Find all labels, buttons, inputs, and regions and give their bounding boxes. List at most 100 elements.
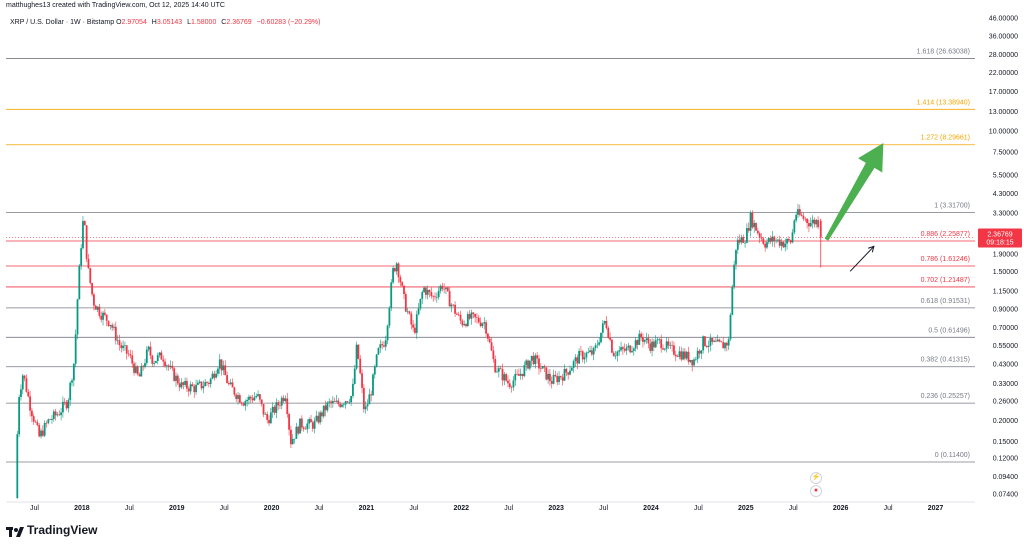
- candle-body: [412, 324, 415, 328]
- candle-body: [85, 225, 88, 259]
- candle-body: [52, 411, 55, 420]
- candle-body: [144, 363, 146, 367]
- candle-body: [113, 326, 115, 328]
- candle-body: [58, 414, 61, 416]
- event-icon-top[interactable]: ⚡: [810, 472, 822, 484]
- candle-body: [275, 402, 278, 413]
- candle-body: [536, 355, 539, 359]
- candle-body: [171, 365, 174, 369]
- candle-body: [89, 268, 92, 284]
- candle-body: [317, 415, 320, 423]
- candle-body: [514, 373, 517, 381]
- candle-body: [614, 355, 617, 357]
- candle-body: [120, 345, 123, 349]
- candle-body: [290, 429, 292, 445]
- candle-body: [724, 342, 726, 349]
- candle-body: [428, 289, 431, 293]
- candle-body: [547, 373, 549, 380]
- candle-body: [727, 339, 730, 346]
- candle-body: [253, 397, 256, 401]
- candle-body: [315, 415, 318, 421]
- candle-body: [291, 438, 294, 445]
- candle-body: [636, 340, 639, 345]
- candle-body: [321, 412, 323, 417]
- y-tick-label: 3.30000: [993, 210, 1018, 217]
- candle-body: [67, 399, 70, 409]
- candle-body: [397, 263, 400, 278]
- candle-body: [91, 283, 93, 295]
- candle-body: [538, 358, 540, 369]
- x-tick-label: Jul: [599, 505, 608, 512]
- candle-body: [426, 289, 429, 295]
- candle-body: [107, 320, 110, 326]
- candle-body: [125, 345, 128, 354]
- candle-body: [441, 285, 444, 289]
- candle-body: [306, 423, 309, 430]
- candle-body: [262, 404, 265, 415]
- candle-body: [114, 326, 117, 341]
- candle-body: [217, 368, 219, 374]
- candle-body: [787, 238, 790, 241]
- candle-body: [45, 422, 48, 424]
- candle-body: [213, 373, 216, 378]
- candle-body: [815, 219, 818, 225]
- candle-body: [780, 241, 783, 246]
- candle-body: [324, 405, 327, 411]
- event-icon-flag[interactable]: ●: [810, 485, 822, 497]
- candle-body: [260, 399, 263, 405]
- candle-body: [116, 340, 119, 341]
- candle-body: [766, 242, 768, 248]
- candle-body: [372, 374, 374, 396]
- candle-body: [158, 352, 161, 356]
- candle-body: [512, 380, 515, 388]
- candle-body: [487, 333, 489, 339]
- candle-body: [472, 312, 475, 314]
- x-tick-label: 2024: [643, 505, 659, 512]
- candle-body: [96, 306, 99, 310]
- candle-body: [341, 404, 343, 407]
- candle-body: [709, 338, 712, 346]
- candle-body: [767, 238, 770, 243]
- candle-body: [122, 345, 125, 349]
- candle-body: [220, 359, 223, 371]
- y-tick-label: 0.55000: [993, 343, 1018, 350]
- candle-body: [603, 320, 606, 324]
- x-tick-label: 2025: [738, 505, 754, 512]
- candle-body: [202, 386, 205, 389]
- candle-body: [322, 405, 325, 417]
- candle-body: [176, 375, 179, 384]
- candle-body: [297, 426, 300, 434]
- candle-body: [552, 375, 555, 384]
- y-tick-label: 13.00000: [989, 109, 1018, 116]
- candle-body: [279, 405, 281, 406]
- candle-body: [308, 419, 311, 424]
- price-tag-box: [978, 228, 1022, 248]
- candle-body: [348, 402, 351, 403]
- candle-body: [660, 339, 663, 349]
- candle-body: [685, 351, 688, 359]
- candle-body: [663, 348, 666, 350]
- candle-body: [715, 340, 717, 342]
- candle-body: [361, 373, 363, 388]
- candle-body: [368, 394, 371, 405]
- candle-body: [455, 313, 458, 315]
- tradingview-logo[interactable]: TradingView: [6, 523, 97, 537]
- candle-body: [725, 342, 728, 346]
- candle-body: [328, 401, 331, 403]
- candle-body: [554, 375, 557, 377]
- candle-body: [817, 219, 819, 228]
- candle-body: [268, 419, 270, 424]
- fib-level-label: 1 (3.31700): [934, 203, 970, 210]
- candle-body: [800, 214, 803, 216]
- candle-body: [525, 360, 528, 366]
- candle-body: [191, 384, 194, 387]
- candle-body: [813, 219, 816, 225]
- candle-body: [160, 352, 163, 360]
- candle-body: [65, 401, 68, 409]
- candle-body: [777, 239, 779, 241]
- candle-body: [288, 414, 290, 430]
- candle-body: [293, 438, 296, 440]
- y-tick-label: 22.00000: [989, 70, 1018, 77]
- candle-body: [310, 419, 312, 423]
